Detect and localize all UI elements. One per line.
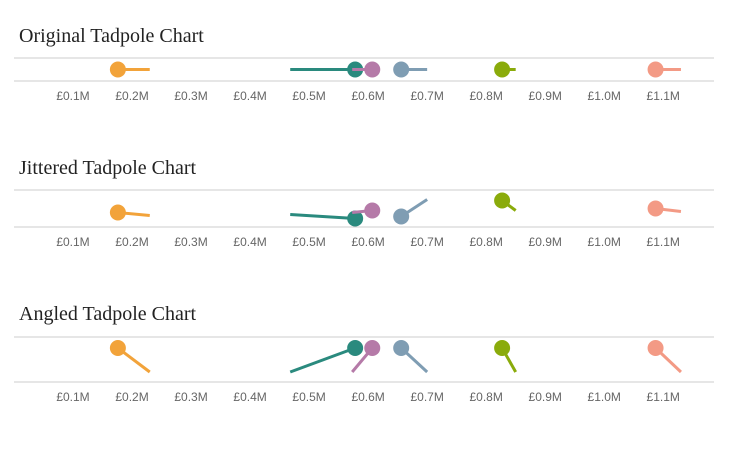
tadpole-tail (290, 213, 356, 220)
x-tick-label: £0.6M (351, 235, 384, 249)
x-tick-label: £0.8M (469, 235, 502, 249)
x-tick-label: £0.5M (292, 390, 325, 404)
tadpole-head (647, 61, 664, 78)
x-tick-label: £0.7M (410, 89, 443, 103)
x-tick-label: £1.0M (588, 235, 621, 249)
tadpole-head (109, 204, 126, 221)
x-tick-label: £0.3M (174, 235, 207, 249)
x-tick-label: £0.9M (529, 390, 562, 404)
x-tick-label: £0.4M (233, 390, 266, 404)
tadpole-head (647, 340, 664, 356)
x-tick-label: £0.5M (292, 235, 325, 249)
x-tick-label: £1.1M (647, 390, 680, 404)
x-tick-label: £0.7M (410, 390, 443, 404)
x-tick-label: £0.9M (529, 89, 562, 103)
x-tick-label: £0.6M (351, 89, 384, 103)
x-tick-label: £0.7M (410, 235, 443, 249)
x-tick-label: £0.4M (233, 89, 266, 103)
x-tick-label: £0.2M (115, 390, 148, 404)
x-tick-label: £0.1M (56, 89, 89, 103)
tadpole-head (364, 202, 381, 219)
x-tick-label: £0.5M (292, 89, 325, 103)
tadpole-head (494, 192, 511, 209)
x-tick-label: £0.2M (115, 235, 148, 249)
x-tick-label: £0.8M (469, 390, 502, 404)
tadpole-head (347, 340, 364, 356)
x-tick-label: £0.2M (115, 89, 148, 103)
tadpole-head (364, 340, 381, 356)
tadpole-head (494, 61, 511, 78)
tadpole-head (109, 61, 126, 78)
tadpole-head (393, 340, 410, 356)
x-tick-label: £0.6M (351, 390, 384, 404)
tadpole-head (494, 340, 511, 356)
x-tick-label: £0.8M (469, 89, 502, 103)
tadpole-head (109, 340, 126, 356)
x-tick-label: £1.0M (588, 89, 621, 103)
x-tick-label: £1.1M (647, 89, 680, 103)
tadpole-tail (289, 346, 356, 374)
x-tick-label: £0.9M (529, 235, 562, 249)
chart-title: Original Tadpole Chart (19, 25, 204, 47)
chart-title: Jittered Tadpole Chart (19, 157, 197, 179)
x-tick-label: £0.3M (174, 89, 207, 103)
tadpole-head (393, 208, 410, 225)
x-tick-label: £0.1M (56, 390, 89, 404)
tadpole-head (647, 200, 664, 217)
tadpole-head (393, 61, 410, 78)
x-tick-label: £0.4M (233, 235, 266, 249)
x-tick-label: £0.3M (174, 390, 207, 404)
tadpole-head (364, 61, 381, 78)
chart-title: Angled Tadpole Chart (19, 303, 197, 325)
tadpole-head (347, 210, 364, 227)
x-tick-label: £1.1M (647, 235, 680, 249)
x-tick-label: £1.0M (588, 390, 621, 404)
x-tick-label: £0.1M (56, 235, 89, 249)
